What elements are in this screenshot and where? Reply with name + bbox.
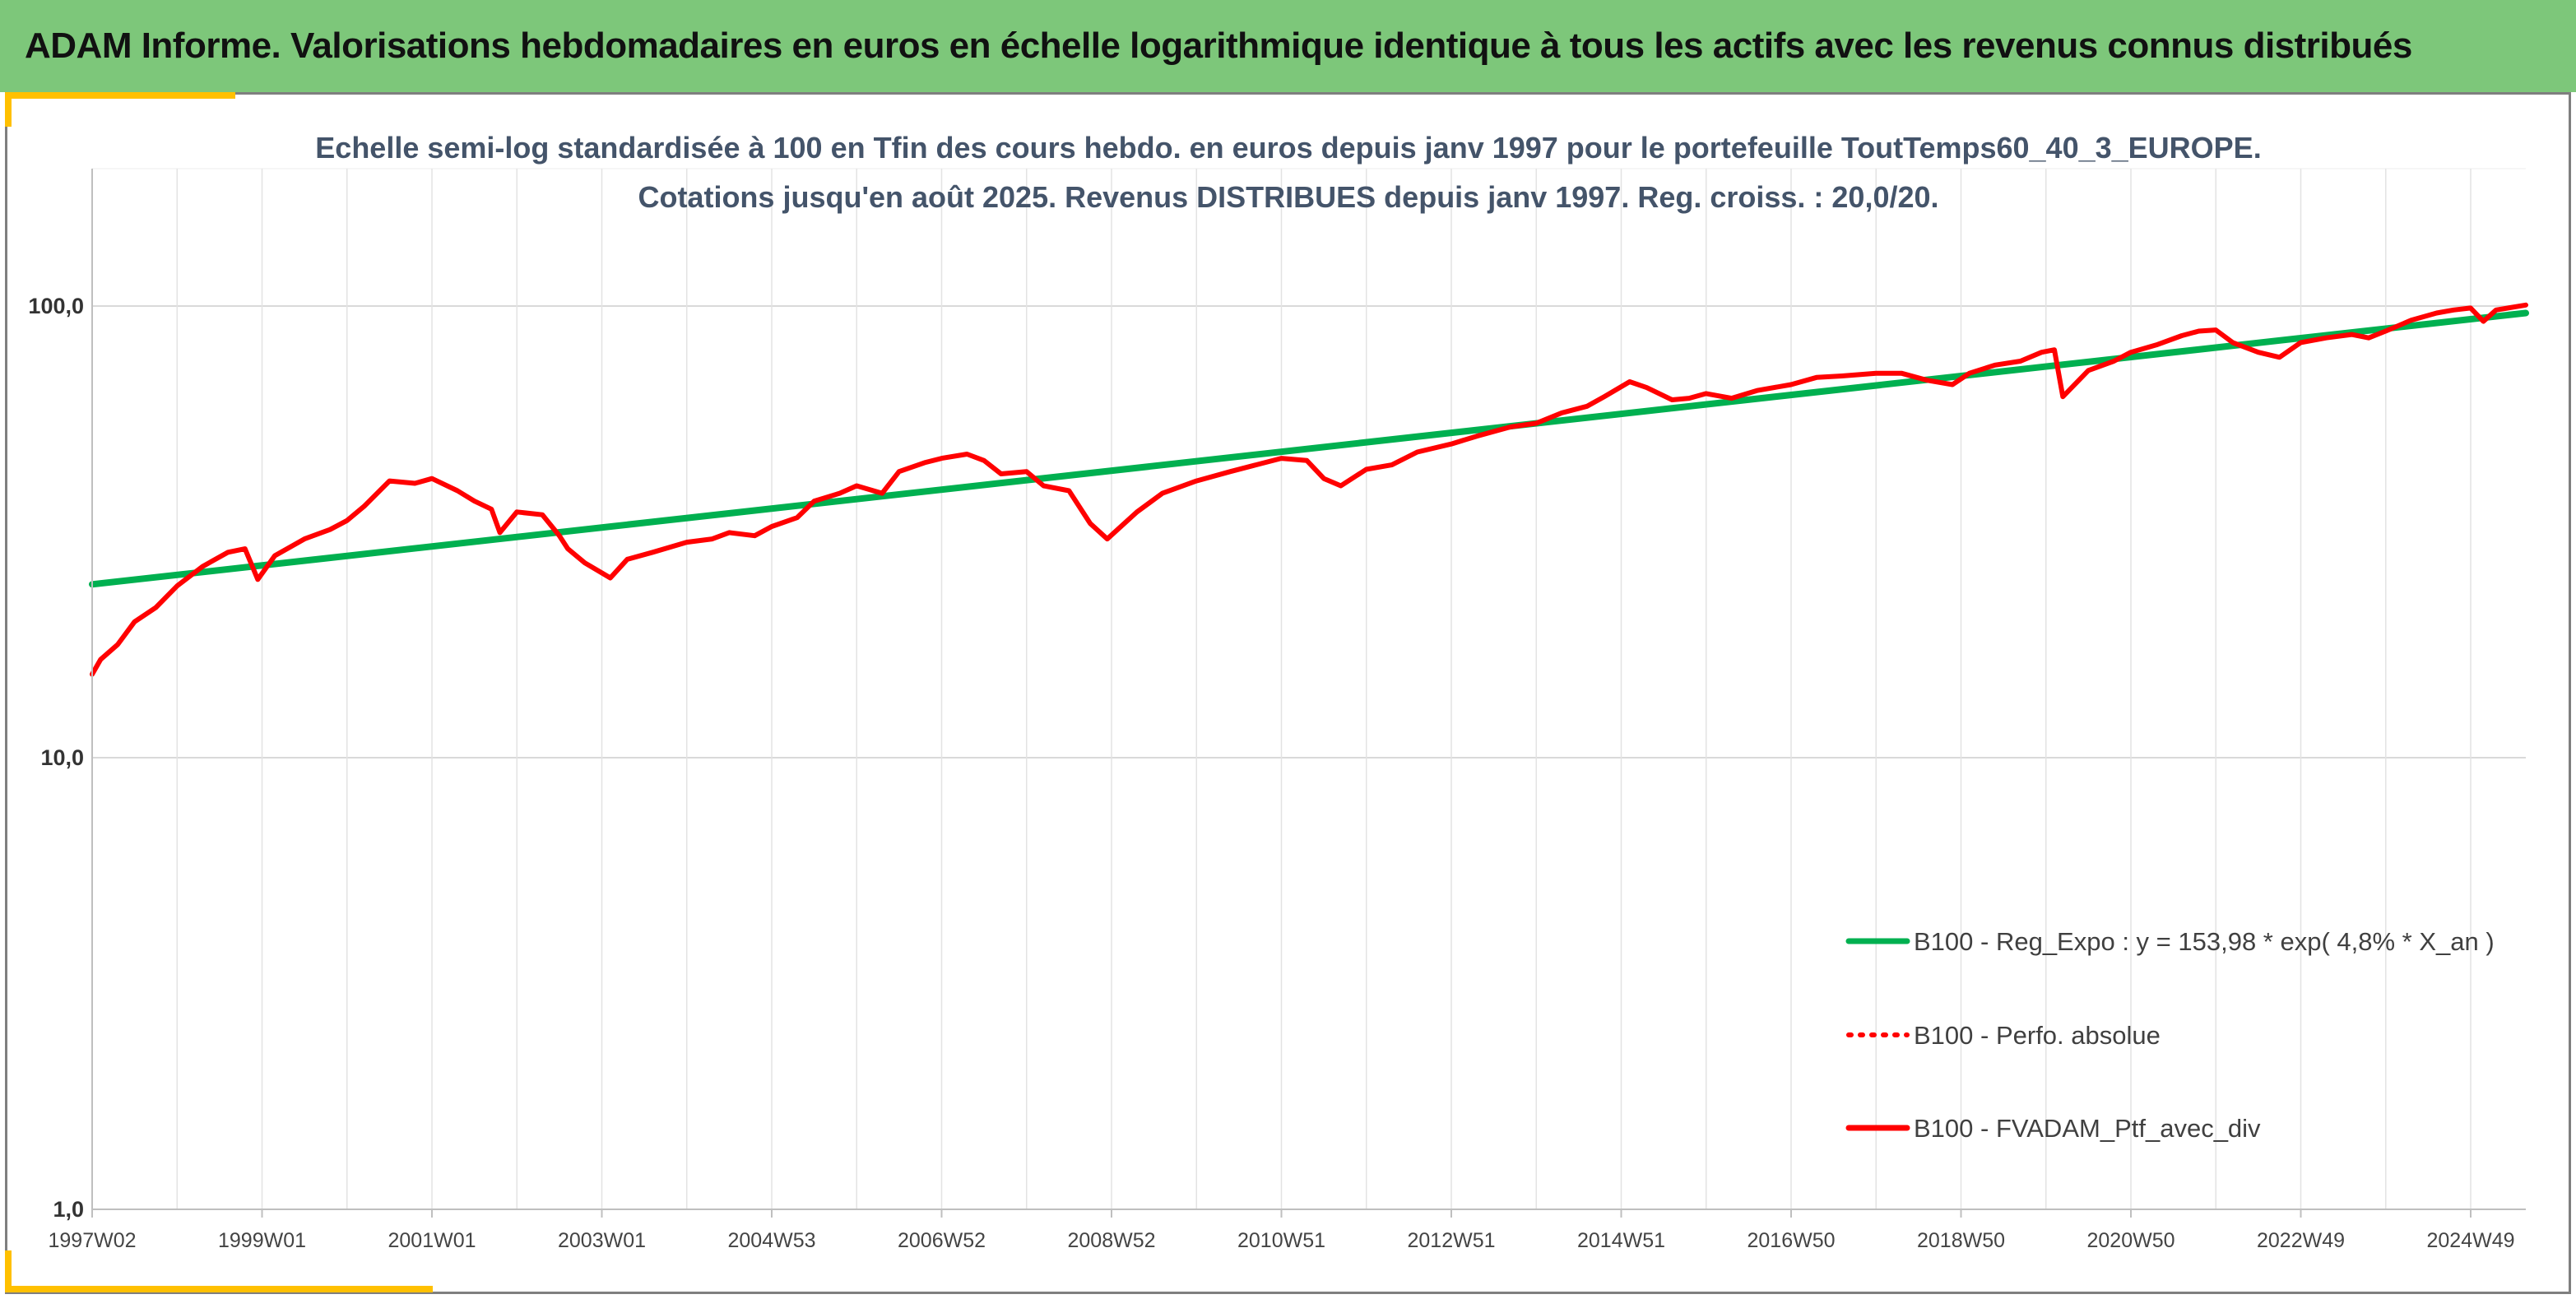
x-tick-label: 2004W53 — [727, 1229, 815, 1252]
chart-legend: B100 - Reg_Expo : y = 153,98 * exp( 4,8%… — [1845, 927, 2495, 1143]
x-axis: 1997W02 1999W01 2001W01 2003W01 2004W53 2006W… — [48, 1209, 2526, 1252]
chart-title-line: Echelle semi-log standardisée à 100 en T… — [315, 131, 2261, 165]
chart-title: Echelle semi-log standardisée à 100 en T… — [315, 131, 2261, 214]
x-tick-label: 2022W49 — [2257, 1229, 2345, 1252]
x-tick-label: 2012W51 — [1407, 1229, 1495, 1252]
report-title: ADAM Informe. Valorisations hebdomadaire… — [25, 26, 2412, 66]
x-tick-label: 2008W52 — [1067, 1229, 1155, 1252]
corner-accent-top — [5, 92, 235, 99]
legend-label: B100 - FVADAM_Ptf_avec_div — [1914, 1114, 2261, 1143]
x-tick-label: 2010W51 — [1237, 1229, 1325, 1252]
chart-frame — [5, 92, 2571, 1294]
chart-series — [89, 302, 2529, 677]
x-tick-label: 2024W49 — [2426, 1229, 2514, 1252]
y-tick-label: 1,0 — [53, 1197, 84, 1222]
corner-accent-bottom — [5, 1286, 433, 1292]
legend-label: B100 - Perfo. absolue — [1914, 1021, 2161, 1050]
x-tick-label: 2016W50 — [1747, 1229, 1835, 1252]
x-tick-label: 2018W50 — [1917, 1229, 2005, 1252]
x-tick-label: 2001W01 — [388, 1229, 476, 1252]
corner-accent-bottom-side — [5, 1250, 12, 1292]
x-tick-label: 1997W02 — [48, 1229, 136, 1252]
legend-label: B100 - Reg_Expo : y = 153,98 * exp( 4,8%… — [1914, 927, 2495, 956]
x-tick-label: 2003W01 — [558, 1229, 646, 1252]
chart-grid — [91, 168, 2526, 1210]
regression-line — [89, 309, 2529, 588]
chart-title-line: Cotations jusqu'en août 2025. Revenus DI… — [638, 180, 1938, 214]
corner-accent-top-side — [5, 92, 12, 127]
portfolio-line — [90, 302, 2528, 677]
y-tick-label: 10,0 — [40, 745, 84, 770]
y-axis: 100,0 10,0 1,0 — [28, 169, 93, 1222]
x-tick-label: 2020W50 — [2086, 1229, 2175, 1252]
x-tick-label: 1999W01 — [218, 1229, 306, 1252]
x-tick-label: 2006W52 — [898, 1229, 986, 1252]
x-tick-label: 2014W51 — [1577, 1229, 1665, 1252]
y-tick-label: 100,0 — [28, 294, 84, 318]
report-banner: ADAM Informe. Valorisations hebdomadaire… — [0, 0, 2576, 92]
